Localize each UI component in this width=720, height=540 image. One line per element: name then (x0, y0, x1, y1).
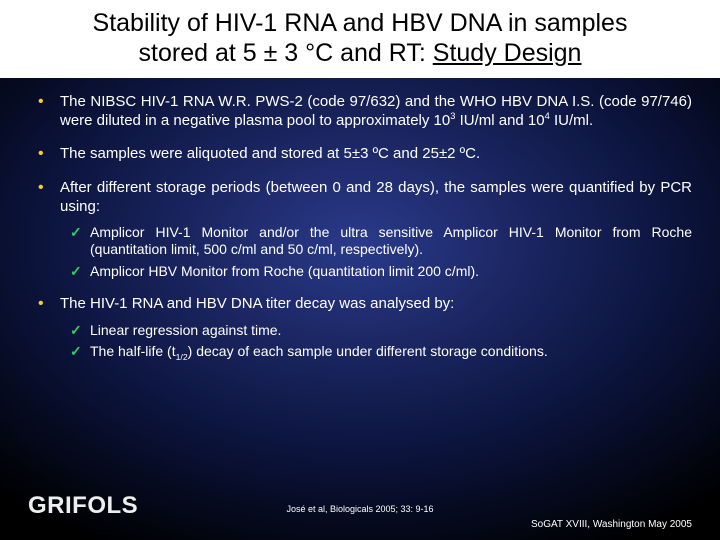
bullet-4-sub1: Linear regression against time. (90, 322, 692, 340)
title-line2b: Study Design (433, 39, 582, 67)
footer-right-text: SoGAT XVIII, Washington May 2005 (531, 519, 692, 530)
bullet-list: The NIBSC HIV-1 RNA W.R. PWS-2 (code 97/… (28, 92, 692, 361)
bullet-4-sub2-a: The half-life (t (90, 343, 176, 359)
bullet-3: After different storage periods (between… (60, 178, 692, 281)
bullet-4-sublist: Linear regression against time. The half… (60, 322, 692, 361)
title-block: Stability of HIV-1 RNA and HBV DNA in sa… (0, 0, 720, 78)
bullet-1: The NIBSC HIV-1 RNA W.R. PWS-2 (code 97/… (60, 92, 692, 130)
bullet-3-sub2: Amplicor HBV Monitor from Roche (quantit… (90, 263, 692, 281)
bullet-4: The HIV-1 RNA and HBV DNA titer decay wa… (60, 294, 692, 360)
bullet-3-sublist: Amplicor HIV-1 Monitor and/or the ultra … (60, 224, 692, 281)
bullet-4-sub2-sub: 1/2 (176, 352, 188, 362)
bullet-3-sub1: Amplicor HIV-1 Monitor and/or the ultra … (90, 224, 692, 259)
bullet-3-text: After different storage periods (between… (60, 179, 692, 215)
bullet-1-text-b: IU/ml and 10 (455, 112, 544, 129)
bullet-1-text-a: The NIBSC HIV-1 RNA W.R. PWS-2 (code 97/… (60, 93, 692, 129)
title-line1: Stability of HIV-1 RNA and HBV DNA in sa… (93, 9, 628, 37)
slide-title: Stability of HIV-1 RNA and HBV DNA in sa… (20, 8, 700, 68)
bullet-1-text-c: IU/ml. (550, 112, 593, 129)
title-line2a: stored at 5 ± 3 °C and RT: (139, 39, 433, 67)
slide: Stability of HIV-1 RNA and HBV DNA in sa… (0, 0, 720, 540)
citation-text: José et al, Biologicals 2005; 33: 9-16 (0, 504, 720, 514)
bullet-4-sub2-b: ) decay of each sample under different s… (188, 343, 548, 359)
bullet-4-sub2: The half-life (t1/2) decay of each sampl… (90, 343, 692, 361)
bullet-4-text: The HIV-1 RNA and HBV DNA titer decay wa… (60, 295, 454, 312)
bullet-2: The samples were aliquoted and stored at… (60, 144, 692, 163)
